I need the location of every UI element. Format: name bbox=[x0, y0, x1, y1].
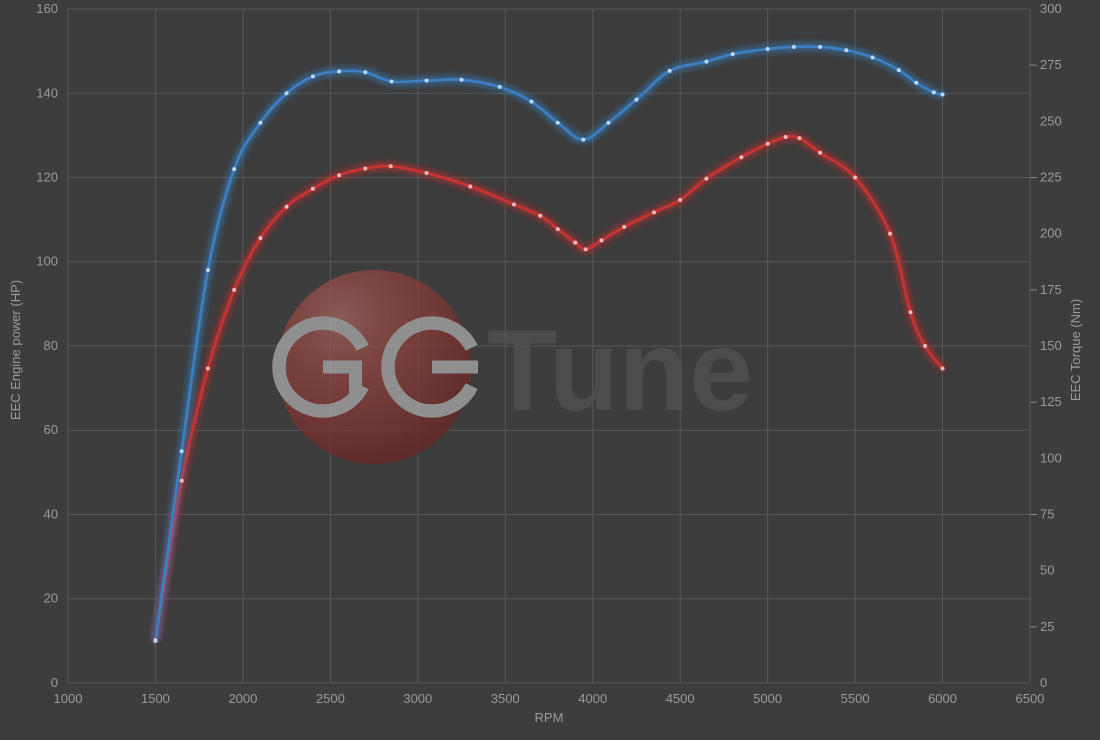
svg-text:120: 120 bbox=[36, 170, 58, 185]
svg-text:Tune: Tune bbox=[487, 307, 753, 435]
svg-text:160: 160 bbox=[36, 1, 58, 16]
svg-text:RPM: RPM bbox=[535, 710, 564, 725]
svg-text:0: 0 bbox=[51, 675, 58, 690]
svg-text:40: 40 bbox=[44, 507, 58, 522]
svg-text:140: 140 bbox=[36, 86, 58, 101]
svg-text:6000: 6000 bbox=[928, 691, 957, 706]
svg-text:6500: 6500 bbox=[1016, 691, 1045, 706]
svg-text:75: 75 bbox=[1040, 507, 1054, 522]
svg-text:100: 100 bbox=[1040, 450, 1062, 465]
svg-text:5500: 5500 bbox=[841, 691, 870, 706]
svg-text:5000: 5000 bbox=[753, 691, 782, 706]
svg-text:2000: 2000 bbox=[228, 691, 257, 706]
svg-text:4500: 4500 bbox=[666, 691, 695, 706]
svg-text:300: 300 bbox=[1040, 1, 1062, 16]
svg-text:150: 150 bbox=[1040, 338, 1062, 353]
svg-text:EEC Engine power (HP): EEC Engine power (HP) bbox=[8, 280, 23, 420]
svg-text:2500: 2500 bbox=[316, 691, 345, 706]
svg-text:0: 0 bbox=[1040, 675, 1047, 690]
svg-text:20: 20 bbox=[44, 591, 58, 606]
svg-text:3500: 3500 bbox=[491, 691, 520, 706]
svg-text:25: 25 bbox=[1040, 619, 1054, 634]
svg-text:250: 250 bbox=[1040, 114, 1062, 129]
svg-text:50: 50 bbox=[1040, 563, 1054, 578]
svg-text:175: 175 bbox=[1040, 282, 1062, 297]
svg-text:60: 60 bbox=[44, 422, 58, 437]
svg-text:80: 80 bbox=[44, 338, 58, 353]
svg-text:1500: 1500 bbox=[141, 691, 170, 706]
svg-text:100: 100 bbox=[36, 254, 58, 269]
svg-text:275: 275 bbox=[1040, 57, 1062, 72]
svg-text:200: 200 bbox=[1040, 226, 1062, 241]
svg-text:125: 125 bbox=[1040, 394, 1062, 409]
svg-text:EEC Torque (Nm): EEC Torque (Nm) bbox=[1068, 299, 1083, 401]
svg-text:3000: 3000 bbox=[403, 691, 432, 706]
svg-text:1000: 1000 bbox=[54, 691, 83, 706]
svg-text:4000: 4000 bbox=[578, 691, 607, 706]
svg-text:225: 225 bbox=[1040, 170, 1062, 185]
